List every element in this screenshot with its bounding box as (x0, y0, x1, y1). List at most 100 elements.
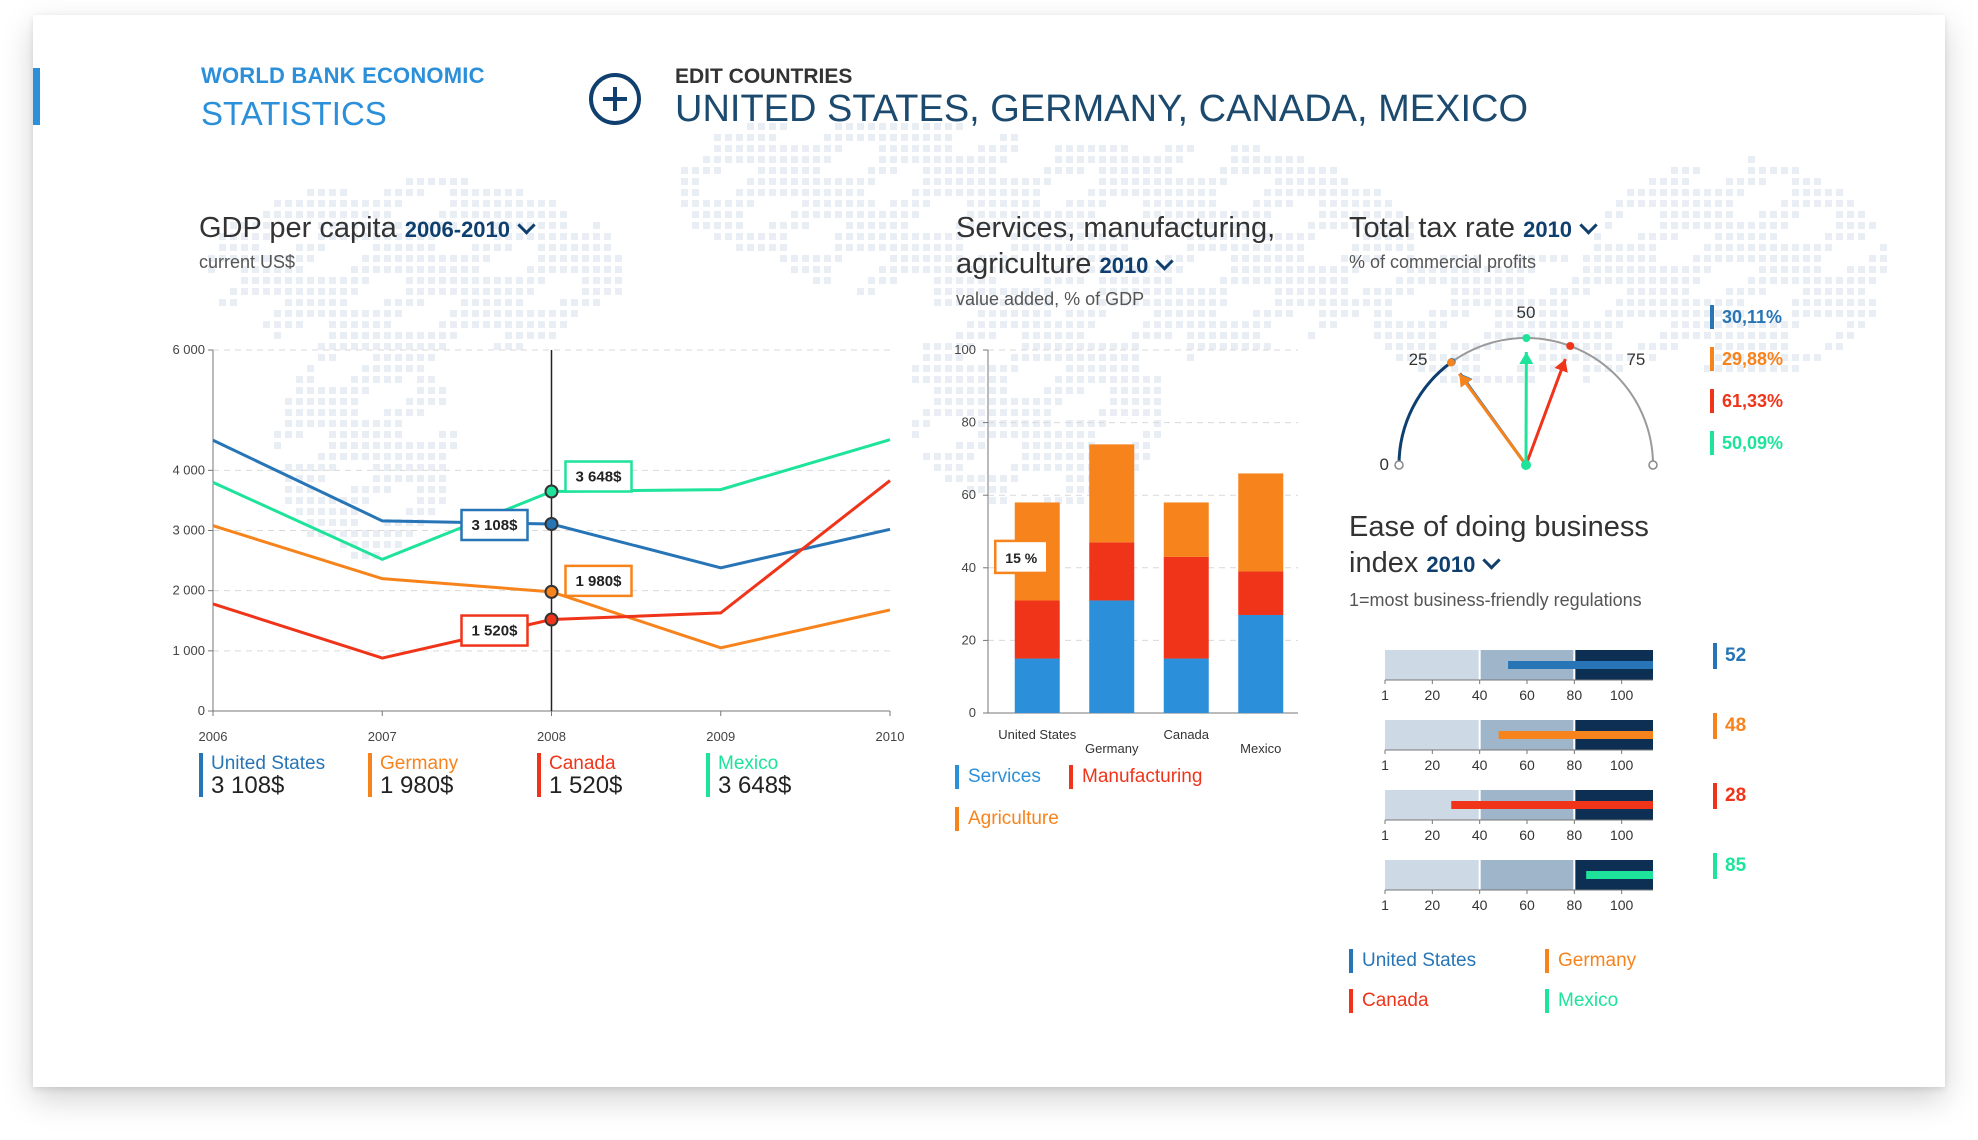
map-dot (1165, 310, 1172, 317)
map-dot (912, 266, 919, 273)
map-dot (428, 255, 435, 262)
map-dot (1638, 277, 1645, 284)
map-dot (1242, 145, 1249, 152)
map-dot (1121, 244, 1128, 251)
map-dot (417, 387, 424, 394)
map-dot (1231, 222, 1238, 229)
map-dot (1132, 156, 1139, 163)
map-dot (1693, 266, 1700, 273)
map-dot (1110, 178, 1117, 185)
map-dot (1660, 310, 1667, 317)
map-dot (1077, 453, 1084, 460)
map-dot (1737, 310, 1744, 317)
map-dot (1759, 332, 1766, 339)
map-dot (1066, 464, 1073, 471)
map-dot (1275, 288, 1282, 295)
map-dot (1242, 266, 1249, 273)
map-dot (1583, 321, 1590, 328)
map-dot (1385, 233, 1392, 240)
map-dot (956, 365, 963, 372)
gdp-data-label: 3 108$ (472, 517, 519, 534)
map-dot (1341, 288, 1348, 295)
sector-annotation-box (994, 539, 1049, 575)
map-dot (1044, 442, 1051, 449)
map-dot (1011, 431, 1018, 438)
map-dot (1209, 189, 1216, 196)
map-dot (373, 420, 380, 427)
map-dot (362, 255, 369, 262)
map-dot (1077, 332, 1084, 339)
map-dot (1858, 321, 1865, 328)
map-dot (1715, 332, 1722, 339)
map-dot (1561, 310, 1568, 317)
map-dot (1396, 277, 1403, 284)
map-dot (241, 244, 248, 251)
map-dot (1132, 464, 1139, 471)
map-dot (1858, 233, 1865, 240)
map-dot (1066, 200, 1073, 207)
map-dot (1242, 222, 1249, 229)
map-dot (1088, 156, 1095, 163)
map-dot (384, 376, 391, 383)
map-dot (1814, 277, 1821, 284)
legend-agriculture: Agriculture (955, 807, 1059, 831)
map-dot (879, 211, 886, 218)
map-dot (945, 453, 952, 460)
map-dot (285, 266, 292, 273)
map-dot (1847, 299, 1854, 306)
map-dot (912, 365, 919, 372)
map-dot (340, 310, 347, 317)
map-dot (1726, 365, 1733, 372)
map-dot (241, 222, 248, 229)
add-country-icon[interactable] (588, 72, 642, 126)
map-dot (505, 277, 512, 284)
map-dot (890, 167, 897, 174)
gdp-point (544, 484, 559, 499)
map-dot (989, 310, 996, 317)
map-dot (1319, 200, 1326, 207)
map-dot (1561, 288, 1568, 295)
map-dot (1770, 222, 1777, 229)
business-year-selector[interactable]: 2010 (1426, 551, 1502, 577)
map-dot (274, 442, 281, 449)
map-dot (384, 222, 391, 229)
map-dot (439, 398, 446, 405)
tax-year-selector[interactable]: 2010 (1523, 216, 1598, 242)
map-dot (769, 145, 776, 152)
map-dot (978, 486, 985, 493)
edit-countries-label[interactable]: EDIT COUNTRIES (675, 65, 853, 88)
map-dot (1759, 321, 1766, 328)
map-dot (494, 222, 501, 229)
map-dot (912, 431, 919, 438)
map-dot (967, 387, 974, 394)
map-dot (1099, 156, 1106, 163)
map-dot (1627, 288, 1634, 295)
map-dot (384, 354, 391, 361)
map-dot (945, 398, 952, 405)
map-dot (1154, 167, 1161, 174)
map-dot (1187, 255, 1194, 262)
map-dot (1275, 299, 1282, 306)
map-dot (1440, 266, 1447, 273)
map-dot (560, 266, 567, 273)
map-dot (956, 288, 963, 295)
map-dot (846, 134, 853, 141)
sectors-year-selector[interactable]: 2010 (1099, 252, 1175, 278)
bullet-tick-label: 1 (1381, 827, 1389, 843)
map-dot (494, 244, 501, 251)
map-dot (1033, 178, 1040, 185)
map-dot (428, 277, 435, 284)
map-dot (417, 453, 424, 460)
map-dot (1495, 343, 1502, 350)
map-dot (1154, 321, 1161, 328)
map-dot (1341, 255, 1348, 262)
map-dot (989, 387, 996, 394)
map-dot (1121, 387, 1128, 394)
map-dot (516, 277, 523, 284)
bullet-tick-label: 100 (1610, 897, 1634, 913)
map-dot (494, 277, 501, 284)
gdp-year-selector[interactable]: 2006-2010 (405, 216, 536, 242)
map-dot (1011, 134, 1018, 141)
map-dot (1330, 288, 1337, 295)
gdp-ytick-label: 0 (198, 703, 205, 718)
